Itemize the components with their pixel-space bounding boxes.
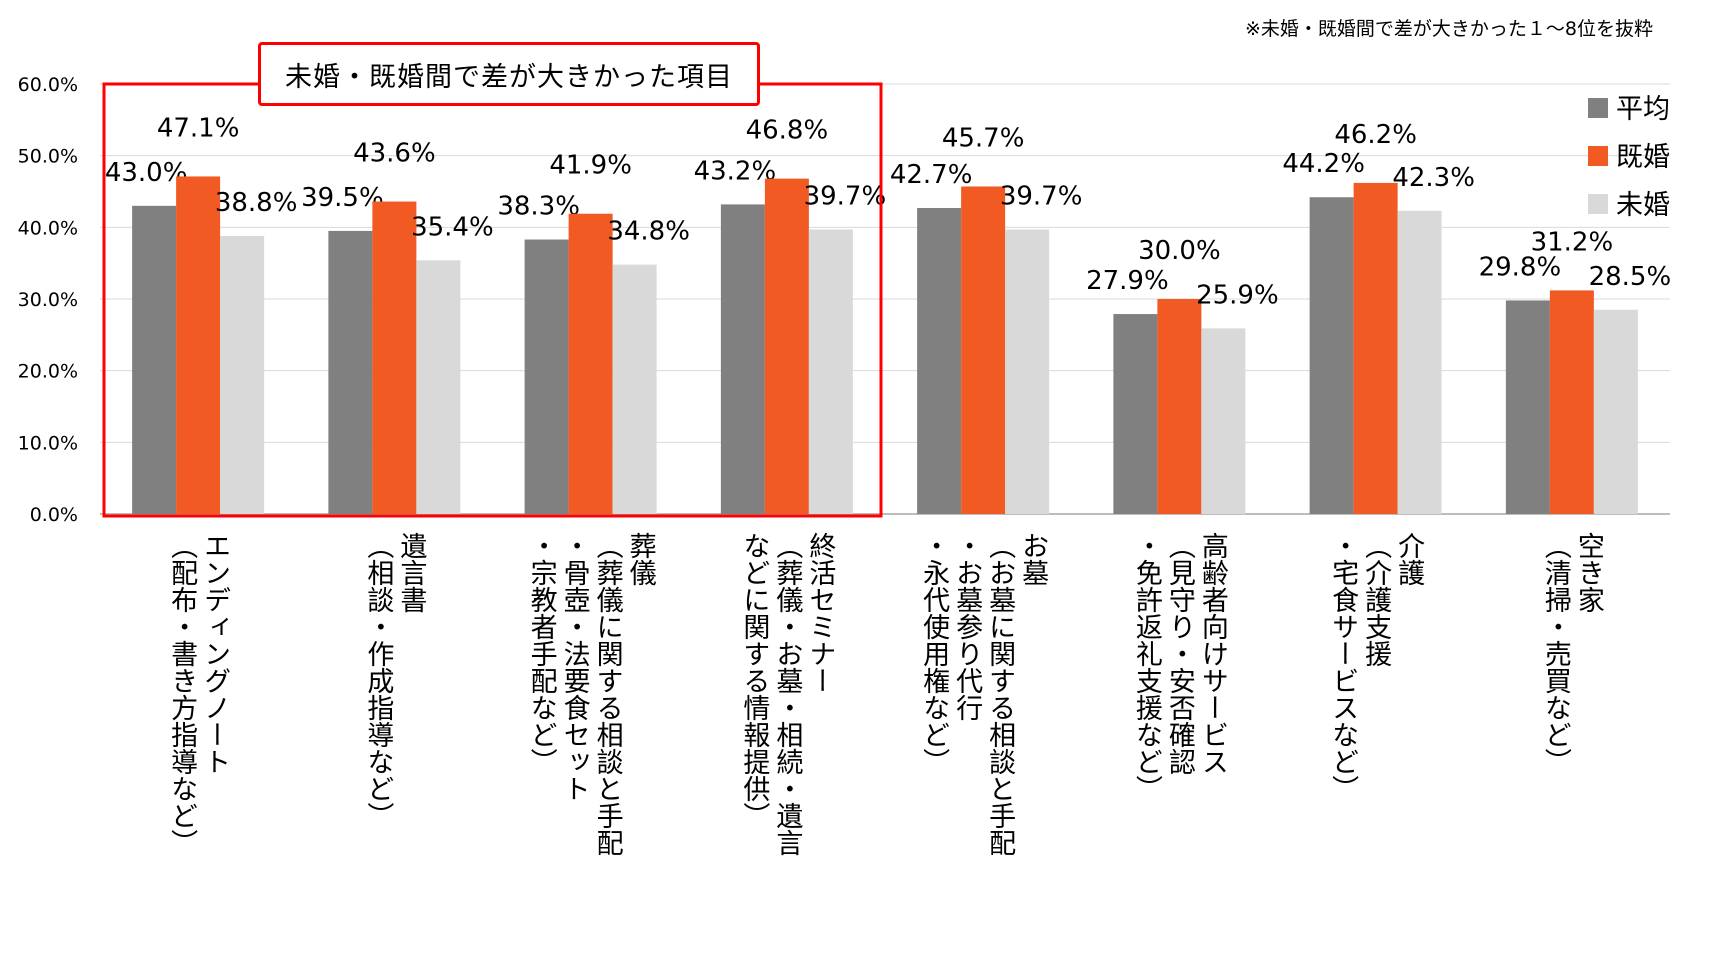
bar-既婚 bbox=[1549, 290, 1594, 514]
bar-既婚 bbox=[176, 176, 221, 514]
category-label: 遺言書 bbox=[395, 532, 427, 613]
data-label: 45.7% bbox=[942, 123, 1025, 153]
data-label: 38.3% bbox=[497, 192, 580, 222]
data-label: 46.2% bbox=[1334, 120, 1417, 150]
category-label: （見守り・安否確認 bbox=[1164, 532, 1196, 775]
category-label: （葬儀・お墓・相続・遺言 bbox=[771, 532, 803, 856]
bar-平均 bbox=[1505, 300, 1550, 514]
category-label: などに関する情報提供） bbox=[738, 532, 770, 829]
category-label: 葬儀 bbox=[625, 532, 657, 586]
data-label: 30.0% bbox=[1138, 236, 1221, 266]
legend-swatch-未婚 bbox=[1588, 194, 1608, 214]
category-label: ・宅食サービスなど） bbox=[1327, 532, 1359, 802]
data-label: 47.1% bbox=[157, 113, 240, 143]
data-label: 25.9% bbox=[1196, 280, 1279, 310]
bar-未婚 bbox=[1201, 328, 1246, 514]
legend-label: 未婚 bbox=[1616, 190, 1670, 221]
category-label: （清掃・売買など） bbox=[1540, 532, 1572, 775]
data-label: 39.7% bbox=[1000, 181, 1083, 211]
data-label: 38.8% bbox=[215, 188, 298, 218]
category-label: エンディングノート bbox=[199, 532, 230, 775]
legend-swatch-既婚 bbox=[1588, 146, 1608, 166]
legend-label: 平均 bbox=[1616, 94, 1670, 125]
bar-既婚 bbox=[764, 178, 809, 514]
data-label: 42.7% bbox=[890, 160, 973, 190]
y-tick-label: 20.0% bbox=[18, 361, 78, 383]
bar-未婚 bbox=[1397, 210, 1442, 514]
category-label: 高齢者向けサービス bbox=[1197, 532, 1229, 775]
category-label: 終活セミナー bbox=[804, 532, 836, 694]
category-label: （相談・作成指導など） bbox=[362, 532, 394, 829]
footnote: ※未婚・既婚間で差が大きかった１～8位を抜粋 bbox=[1244, 18, 1653, 40]
data-label: 29.8% bbox=[1479, 252, 1562, 282]
bar-未婚 bbox=[808, 229, 853, 514]
y-tick-label: 0.0% bbox=[30, 504, 78, 526]
y-tick-label: 10.0% bbox=[18, 432, 78, 454]
data-label: 28.5% bbox=[1589, 262, 1672, 292]
bar-未婚 bbox=[1005, 229, 1050, 514]
category-label: （介護支援 bbox=[1360, 532, 1392, 667]
category-label: 空き家 bbox=[1573, 532, 1604, 613]
data-label: 41.9% bbox=[549, 151, 632, 181]
data-label: 46.8% bbox=[746, 116, 829, 146]
bar-既婚 bbox=[372, 201, 417, 515]
bar-未婚 bbox=[220, 235, 265, 514]
data-label: 31.2% bbox=[1531, 227, 1614, 257]
category-label: ・骨壺・法要食セット bbox=[559, 532, 590, 802]
category-label: ・宗教者手配など） bbox=[526, 532, 558, 775]
bar-既婚 bbox=[961, 186, 1006, 514]
data-label: 27.9% bbox=[1086, 266, 1169, 296]
bar-平均 bbox=[917, 207, 962, 514]
legend-swatch-平均 bbox=[1588, 98, 1608, 118]
data-label: 39.5% bbox=[301, 183, 384, 213]
bar-平均 bbox=[720, 204, 765, 514]
category-label: お墓 bbox=[1017, 532, 1049, 586]
category-label: （配布・書き方指導など） bbox=[166, 532, 198, 856]
data-label: 44.2% bbox=[1282, 149, 1365, 179]
y-tick-label: 50.0% bbox=[18, 146, 78, 168]
category-label: 介護 bbox=[1393, 532, 1425, 586]
legend-label: 既婚 bbox=[1616, 142, 1670, 173]
bar-既婚 bbox=[568, 213, 613, 514]
data-label: 34.8% bbox=[607, 217, 690, 247]
bar-既婚 bbox=[1353, 182, 1398, 514]
bar-未婚 bbox=[416, 260, 461, 514]
data-label: 43.6% bbox=[353, 139, 436, 169]
data-label: 43.2% bbox=[694, 156, 777, 186]
bar-未婚 bbox=[1593, 309, 1638, 514]
data-label: 39.7% bbox=[804, 181, 887, 211]
data-label: 35.4% bbox=[411, 212, 494, 242]
category-label: （葬儀に関する相談と手配 bbox=[592, 532, 624, 856]
bar-平均 bbox=[524, 239, 569, 514]
bar-未婚 bbox=[612, 264, 657, 514]
category-label: ・永代使用権など） bbox=[918, 532, 950, 775]
highlight-callout: 未婚・既婚間で差が大きかった項目 bbox=[258, 42, 760, 106]
y-tick-label: 60.0% bbox=[18, 74, 78, 96]
y-tick-label: 40.0% bbox=[18, 217, 78, 239]
category-label: （お墓に関する相談と手配 bbox=[984, 532, 1016, 856]
category-label: ・お墓参り代行 bbox=[951, 532, 983, 721]
bar-平均 bbox=[328, 230, 373, 514]
bar-平均 bbox=[132, 205, 177, 515]
bar-既婚 bbox=[1157, 299, 1202, 514]
y-tick-label: 30.0% bbox=[18, 289, 78, 311]
category-label: ・免許返礼支援など） bbox=[1131, 532, 1163, 802]
data-label: 43.0% bbox=[105, 158, 188, 188]
data-label: 42.3% bbox=[1392, 163, 1475, 193]
bar-平均 bbox=[1113, 314, 1158, 514]
bar-平均 bbox=[1309, 197, 1354, 514]
